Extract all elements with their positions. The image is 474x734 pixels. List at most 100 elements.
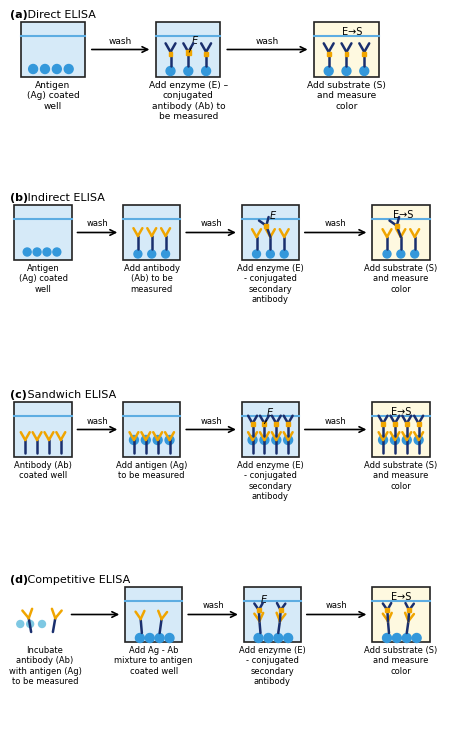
- Text: Antibody (Ab)
coated well: Antibody (Ab) coated well: [14, 461, 72, 480]
- Circle shape: [248, 435, 257, 445]
- Bar: [125, 587, 182, 642]
- Circle shape: [397, 250, 405, 258]
- Bar: [385, 608, 389, 612]
- Circle shape: [27, 620, 34, 628]
- Circle shape: [28, 65, 37, 73]
- Text: Add enzyme (E)
- conjugated
secondary
antibody: Add enzyme (E) - conjugated secondary an…: [237, 461, 304, 501]
- Bar: [14, 205, 72, 260]
- Circle shape: [162, 250, 170, 258]
- Bar: [244, 587, 301, 642]
- Bar: [156, 22, 220, 77]
- Bar: [372, 205, 429, 260]
- Circle shape: [166, 67, 175, 76]
- Circle shape: [402, 633, 411, 642]
- Text: Direct ELISA: Direct ELISA: [24, 10, 96, 20]
- Text: Add substrate (S)
and measure
color: Add substrate (S) and measure color: [364, 461, 438, 491]
- Bar: [264, 224, 268, 228]
- Text: Antigen
(Ag) coated
well: Antigen (Ag) coated well: [18, 264, 67, 294]
- Text: Antigen
(Ag) coated
well: Antigen (Ag) coated well: [27, 81, 79, 111]
- Bar: [14, 402, 72, 457]
- Text: wash: wash: [325, 416, 346, 426]
- Text: Incubate
antibody (Ab)
with antigen (Ag)
to be measured: Incubate antibody (Ab) with antigen (Ag)…: [9, 646, 82, 686]
- Circle shape: [383, 250, 391, 258]
- Bar: [417, 421, 420, 426]
- Circle shape: [129, 435, 138, 445]
- Bar: [362, 52, 366, 56]
- Bar: [279, 608, 283, 612]
- Circle shape: [136, 633, 144, 642]
- Circle shape: [53, 248, 61, 256]
- Circle shape: [41, 65, 49, 73]
- Circle shape: [17, 620, 24, 628]
- Text: wash: wash: [86, 219, 108, 228]
- Bar: [286, 421, 290, 426]
- Bar: [405, 421, 409, 426]
- Circle shape: [412, 633, 421, 642]
- Bar: [251, 421, 255, 426]
- Bar: [381, 421, 385, 426]
- Circle shape: [38, 620, 46, 628]
- Text: E: E: [191, 36, 197, 46]
- Text: E→S: E→S: [391, 592, 411, 602]
- Bar: [263, 421, 266, 426]
- Circle shape: [402, 435, 411, 445]
- Circle shape: [411, 250, 419, 258]
- Circle shape: [53, 65, 61, 73]
- Circle shape: [43, 248, 51, 256]
- Circle shape: [324, 67, 333, 76]
- Text: (a): (a): [10, 10, 28, 20]
- Text: Add enzyme (E)
- conjugated
secondary
antibody: Add enzyme (E) - conjugated secondary an…: [237, 264, 304, 304]
- Bar: [407, 608, 411, 612]
- Bar: [21, 22, 85, 77]
- Circle shape: [201, 67, 210, 76]
- Bar: [123, 205, 181, 260]
- Circle shape: [280, 250, 288, 258]
- Text: Add Ag - Ab
mixture to antigen
coated well: Add Ag - Ab mixture to antigen coated we…: [114, 646, 193, 676]
- Bar: [327, 52, 331, 56]
- Circle shape: [391, 435, 400, 445]
- Bar: [393, 421, 397, 426]
- Bar: [257, 608, 261, 612]
- Text: wash: wash: [256, 37, 279, 46]
- Circle shape: [134, 250, 142, 258]
- Bar: [314, 22, 379, 77]
- Circle shape: [392, 633, 401, 642]
- Circle shape: [153, 435, 162, 445]
- Circle shape: [342, 67, 351, 76]
- Bar: [123, 402, 181, 457]
- Text: wash: wash: [202, 601, 224, 611]
- Bar: [345, 52, 348, 56]
- Bar: [274, 421, 278, 426]
- Text: wash: wash: [86, 416, 108, 426]
- Text: wash: wash: [200, 219, 222, 228]
- Text: E→S: E→S: [342, 27, 362, 37]
- Bar: [372, 587, 429, 642]
- Text: Add enzyme (E) –
conjugated
antibody (Ab) to
be measured: Add enzyme (E) – conjugated antibody (Ab…: [149, 81, 228, 121]
- Circle shape: [360, 67, 369, 76]
- Circle shape: [383, 633, 392, 642]
- Circle shape: [141, 435, 150, 445]
- Text: wash: wash: [109, 37, 132, 46]
- Circle shape: [260, 435, 269, 445]
- Circle shape: [379, 435, 388, 445]
- Bar: [242, 402, 299, 457]
- Text: Add substrate (S)
and measure
color: Add substrate (S) and measure color: [364, 264, 438, 294]
- Bar: [169, 52, 173, 56]
- Circle shape: [266, 250, 274, 258]
- Circle shape: [264, 633, 273, 642]
- Circle shape: [414, 435, 423, 445]
- Text: E→S: E→S: [393, 210, 413, 220]
- Text: E: E: [269, 211, 275, 221]
- Text: (c): (c): [10, 390, 27, 400]
- Circle shape: [165, 435, 174, 445]
- Text: (b): (b): [10, 193, 28, 203]
- Bar: [395, 224, 399, 228]
- Circle shape: [155, 633, 164, 642]
- Bar: [372, 402, 429, 457]
- Bar: [242, 205, 299, 260]
- Circle shape: [148, 250, 155, 258]
- Bar: [204, 52, 208, 56]
- Circle shape: [284, 435, 292, 445]
- Circle shape: [23, 248, 31, 256]
- Circle shape: [272, 435, 281, 445]
